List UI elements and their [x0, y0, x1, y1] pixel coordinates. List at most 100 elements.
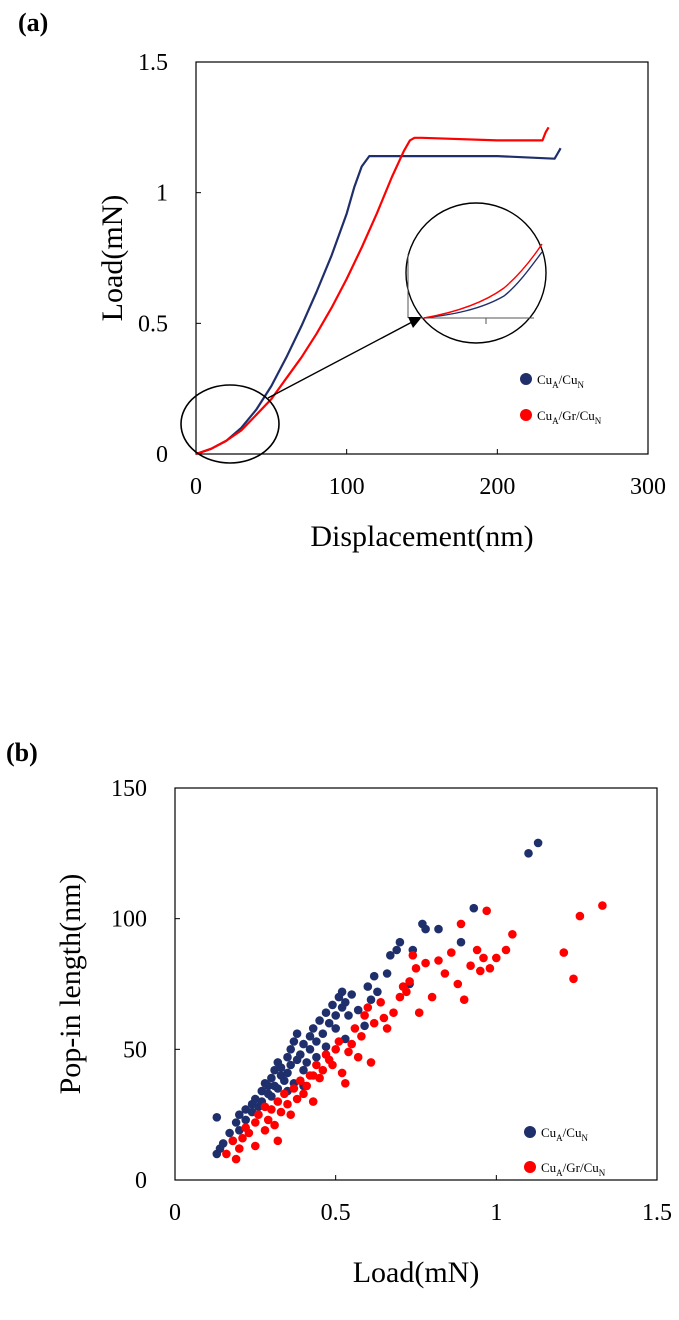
scatter-point-cu-gr [270, 1120, 279, 1130]
scatter-point-cu [360, 1021, 369, 1031]
scatter-point-cu-gr [402, 987, 411, 997]
scatter-point-cu-gr [341, 1079, 350, 1088]
scatter-point-cu-gr [289, 1084, 299, 1093]
scatter-point-cu-gr [389, 1008, 398, 1017]
scatter-point-cu [267, 1092, 276, 1101]
scatter-point-cu-gr [280, 1089, 289, 1099]
scatter-point-cu-gr [427, 992, 437, 1002]
a-xtick-label: 200 [479, 474, 515, 500]
scatter-point-cu [241, 1115, 250, 1125]
scatter-point-cu [363, 982, 373, 991]
scatter-point-cu-gr [369, 1018, 379, 1028]
scatter-point-cu-gr [238, 1133, 247, 1143]
b-xtick-label: 0.5 [321, 1200, 351, 1226]
scatter-point-cu [315, 1016, 324, 1025]
scatter-point-cu-gr [459, 995, 469, 1004]
scatter-point-cu-gr [569, 974, 578, 984]
scatter-point-cu [328, 1000, 337, 1010]
scatter-point-cu-gr [331, 1045, 341, 1054]
scatter-point-cu [386, 951, 395, 960]
chart-a-lines [195, 126, 562, 456]
legend-a-marker-blue [520, 373, 532, 385]
chart-b-legend: CuA/CuN CuA/Gr/CuN [524, 1125, 606, 1178]
scatter-point-cu-gr [312, 1060, 321, 1070]
scatter-point-cu [456, 937, 466, 947]
scatter-point-cu-gr [456, 919, 466, 929]
scatter-point-cu [276, 1063, 286, 1072]
legend-a-marker-red [520, 409, 532, 421]
legend-a-label-red: CuA/Gr/CuN [537, 408, 602, 426]
scatter-point-cu [347, 990, 357, 999]
scatter-point-cu [283, 1052, 292, 1062]
scatter-point-cu-gr [405, 977, 414, 986]
scatter-point-cu-gr [482, 906, 492, 916]
legend-a-label-blue: CuA/CuN [537, 372, 584, 390]
legend-b-label-blue: CuA/CuN [541, 1125, 588, 1143]
scatter-point-cu-gr [476, 966, 485, 976]
chart-b-ticks: 0 0.5 1 1.5 0 50 100 150 [111, 776, 672, 1226]
scatter-point-cu-gr [273, 1097, 283, 1106]
scatter-point-cu [267, 1073, 276, 1083]
scatter-point-cu [312, 1052, 321, 1062]
scatter-point-cu-gr [353, 1052, 363, 1062]
scatter-point-cu-gr [251, 1118, 260, 1127]
scatter-point-cu [263, 1081, 273, 1091]
a-xtick-label: 100 [329, 474, 365, 500]
scatter-point-cu-gr [350, 1024, 360, 1033]
scatter-point-cu-gr [347, 1039, 357, 1049]
scatter-point-cu [218, 1139, 228, 1148]
series-line-cu-gr [195, 126, 550, 456]
scatter-point-cu [305, 1032, 315, 1041]
scatter-point-cu-gr [485, 964, 495, 973]
chart-b: 0 0.5 1 1.5 0 50 100 150 Load(mN) Pop-in length… [54, 776, 672, 1289]
scatter-point-cu-gr [344, 1047, 353, 1057]
scatter-point-cu [353, 1005, 363, 1015]
scatter-point-cu [382, 969, 392, 978]
scatter-point-cu-gr [292, 1094, 302, 1104]
scatter-point-cu [318, 1029, 328, 1038]
scatter-point-cu-gr [453, 979, 463, 989]
chart-a-inset [405, 202, 547, 344]
scatter-point-cu [235, 1110, 244, 1119]
b-ytick-label: 0 [135, 1168, 147, 1194]
panel-label-a: (a) [18, 8, 49, 37]
scatter-point-cu-gr [366, 1058, 376, 1067]
scatter-point-cu-gr [286, 1110, 296, 1119]
scatter-point-cu-gr [408, 951, 418, 960]
scatter-point-cu-gr [414, 1008, 424, 1017]
scatter-point-cu-gr [334, 1037, 344, 1046]
scatter-point-cu-gr [382, 1024, 392, 1033]
a-ytick-label: 1.5 [138, 50, 168, 76]
scatter-point-cu-gr [466, 961, 475, 970]
scatter-point-cu-gr [308, 1097, 318, 1106]
scatter-point-cu [280, 1076, 289, 1085]
scatter-point-cu [296, 1050, 305, 1059]
legend-b-marker-blue [524, 1126, 536, 1138]
scatter-point-cu-gr [328, 1060, 337, 1070]
scatter-point-cu-gr [598, 901, 607, 910]
scatter-point-cu-gr [251, 1141, 260, 1151]
chart-a-zoom-ellipse [180, 384, 280, 464]
b-ytick-label: 100 [111, 907, 147, 933]
scatter-point-cu-gr [479, 953, 488, 963]
chart-a-frame [195, 61, 649, 455]
scatter-point-cu-gr [434, 956, 443, 965]
scatter-point-cu [286, 1045, 296, 1054]
scatter-point-cu-gr [357, 1032, 366, 1041]
scatter-point-cu [469, 903, 479, 913]
scatter-point-cu [289, 1037, 299, 1046]
chart-a-xlabel: Displacement(nm) [310, 520, 533, 553]
a-ytick-label: 1 [156, 181, 168, 207]
scatter-point-cu-gr [421, 958, 430, 968]
scatter-point-cu-gr [244, 1128, 254, 1138]
scatter-point-cu-gr [447, 948, 456, 957]
scatter-point-cu [524, 849, 533, 858]
scatter-point-cu-gr [231, 1154, 241, 1164]
scatter-point-cu [225, 1128, 234, 1138]
legend-b-label-red: CuA/Gr/CuN [541, 1160, 606, 1178]
scatter-point-cu [299, 1039, 308, 1049]
scatter-point-cu-gr [411, 964, 421, 973]
scatter-point-cu [299, 1065, 308, 1075]
legend-b-marker-red [524, 1161, 536, 1173]
